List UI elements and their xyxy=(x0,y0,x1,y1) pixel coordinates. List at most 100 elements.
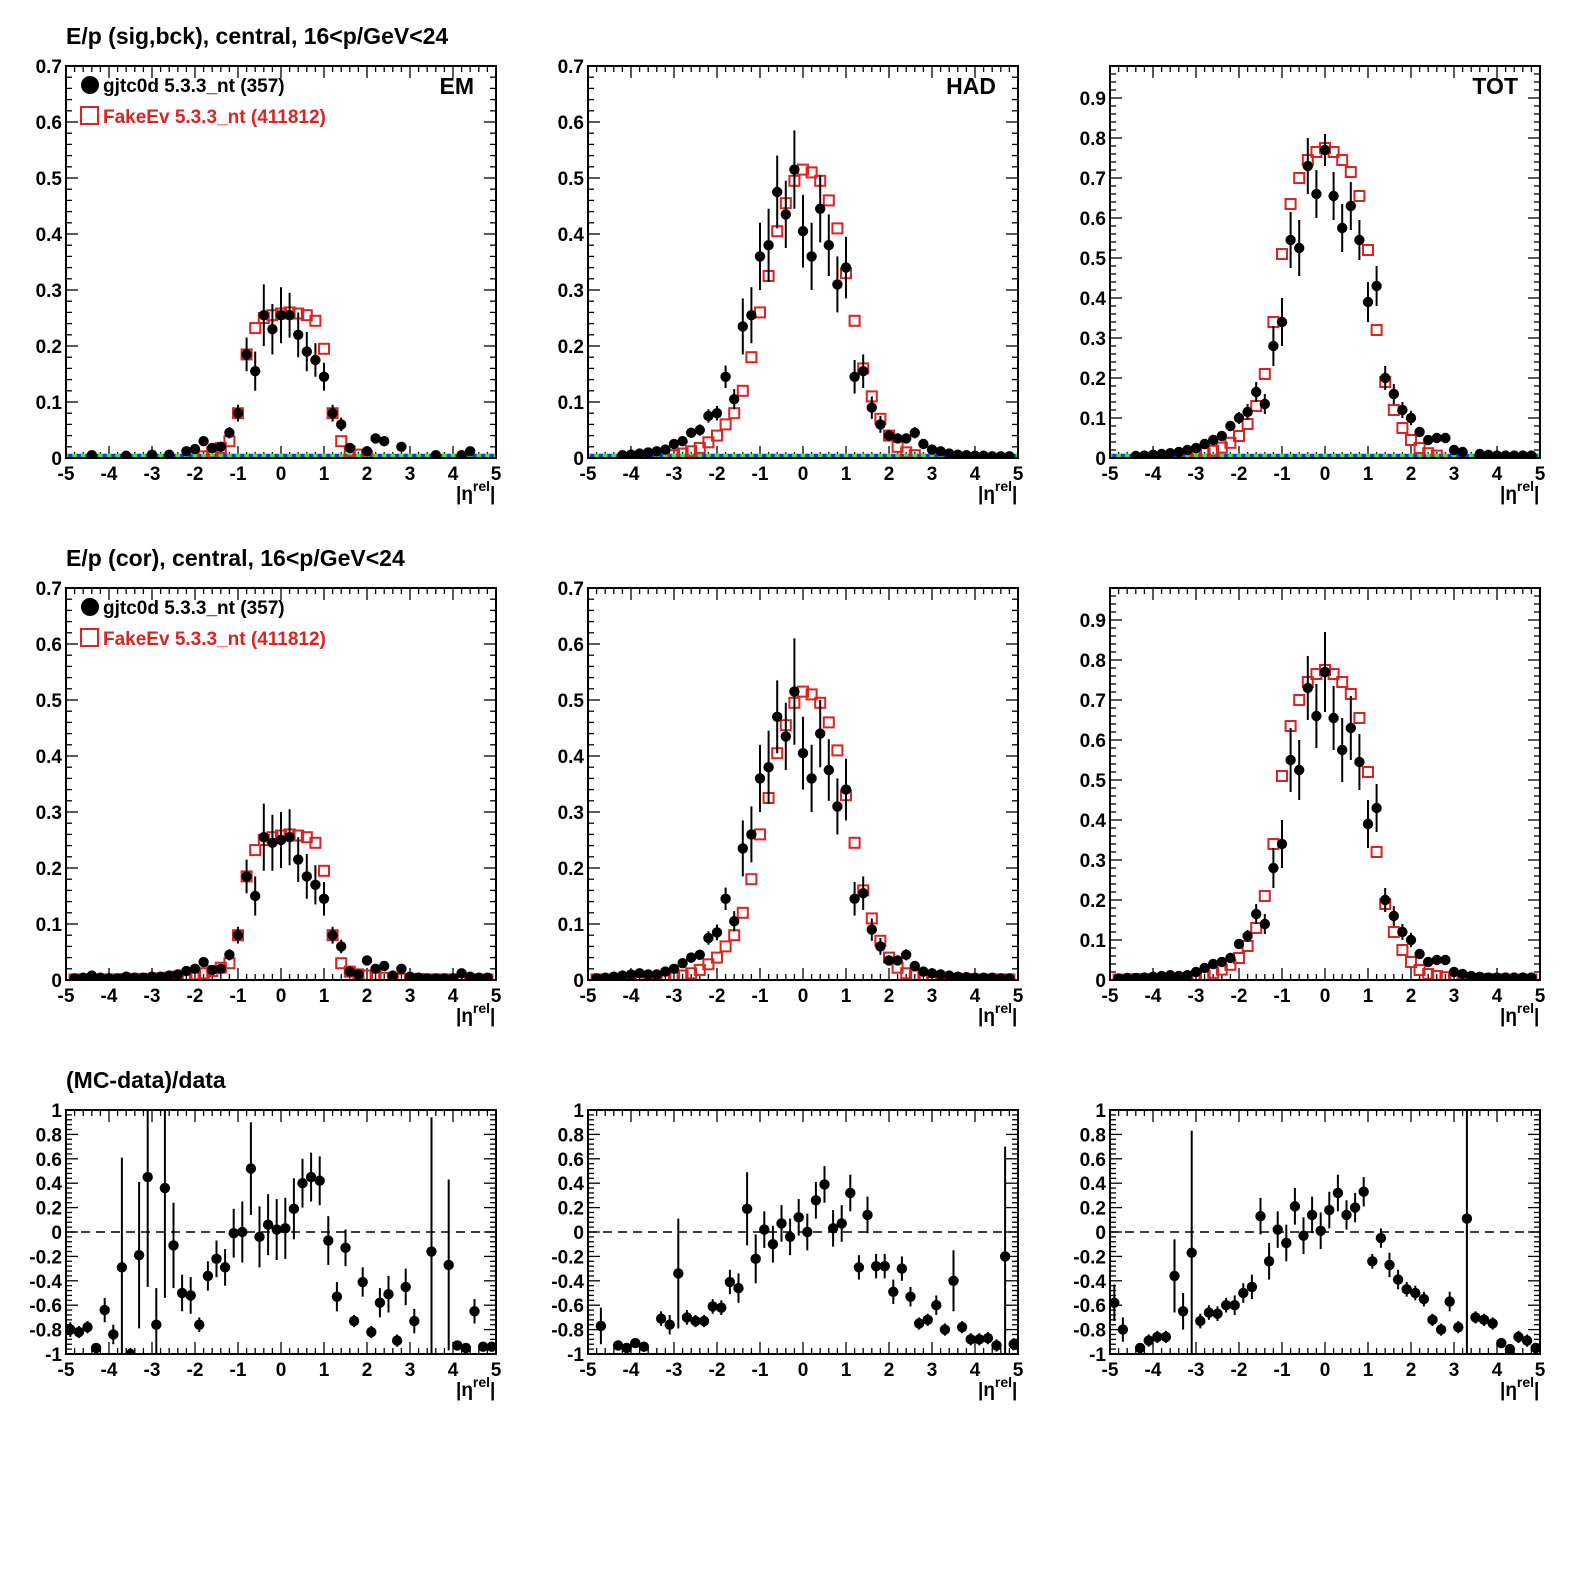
data-point xyxy=(288,1203,300,1215)
data-point xyxy=(73,1326,85,1338)
data-point xyxy=(121,450,132,458)
mc-point xyxy=(702,436,715,449)
y-tick-label: 0 xyxy=(1095,971,1106,992)
data-point xyxy=(1478,1314,1490,1326)
data-point xyxy=(999,1251,1011,1262)
y-tick-label: 0.6 xyxy=(558,1150,584,1171)
plot-area xyxy=(1112,632,1538,980)
data-point xyxy=(181,965,192,977)
data-point xyxy=(1259,398,1271,410)
y-tick-label: -1 xyxy=(45,1345,62,1366)
data-point xyxy=(763,762,774,773)
plot-frame xyxy=(587,587,1019,981)
x-tick-label: 5 xyxy=(491,986,502,1007)
data-point xyxy=(694,949,705,960)
data-point xyxy=(625,969,637,980)
data-point xyxy=(711,927,723,938)
blue-band-marker xyxy=(1335,454,1340,458)
data-point xyxy=(1388,910,1400,922)
y-tick-label: 0.6 xyxy=(36,1150,62,1171)
y-tick-label: 0.7 xyxy=(558,579,584,600)
x-tick-label: 0 xyxy=(276,986,287,1007)
blue-band-marker xyxy=(386,454,391,458)
blue-band-marker xyxy=(590,454,595,458)
y-tick-label: -0.2 xyxy=(29,1247,62,1268)
data-point xyxy=(1491,972,1503,980)
data-point xyxy=(630,1337,641,1349)
mc-point xyxy=(745,873,758,886)
blue-band-marker xyxy=(1447,454,1452,458)
data-point xyxy=(1285,234,1296,246)
x-tick-label: 1 xyxy=(841,464,852,485)
y-tick-label: -0.2 xyxy=(551,1247,584,1268)
y-tick-label: 0.3 xyxy=(1080,851,1106,872)
x-tick-label: 2 xyxy=(362,986,373,1007)
blue-band-marker xyxy=(76,454,81,458)
x-tick-label: -1 xyxy=(752,464,769,485)
blue-band-marker xyxy=(736,454,741,458)
data-point xyxy=(1311,188,1322,200)
mc-point xyxy=(719,940,732,953)
data-point xyxy=(724,1276,736,1288)
mc-point xyxy=(1430,970,1443,980)
data-point xyxy=(707,1301,718,1312)
legend-data-marker xyxy=(81,598,99,616)
mc-point xyxy=(1344,166,1357,178)
data-point xyxy=(1139,972,1150,980)
data-point xyxy=(82,1321,93,1333)
data-point xyxy=(1173,970,1184,980)
x-tick-label: 0 xyxy=(1320,986,1331,1007)
plot-area xyxy=(588,1146,1018,1354)
y-tick-label: 1 xyxy=(51,1101,62,1122)
data-point xyxy=(327,408,338,419)
data-point xyxy=(643,447,654,458)
data-point xyxy=(621,1342,632,1354)
data-point xyxy=(948,1275,959,1287)
x-tick-label: 4 xyxy=(448,986,459,1007)
y-tick-label: 0.4 xyxy=(558,1174,585,1195)
corner-label: TOT xyxy=(1472,73,1518,99)
mc-point xyxy=(318,342,330,355)
data-point xyxy=(224,949,235,960)
y-tick-label: 0.4 xyxy=(1080,1174,1107,1195)
data-point xyxy=(1380,372,1391,384)
data-point xyxy=(1199,962,1210,974)
data-point xyxy=(892,955,903,966)
data-point xyxy=(1156,448,1167,458)
data-point xyxy=(1117,1324,1129,1335)
mc-point xyxy=(1362,766,1374,778)
data-point xyxy=(1457,446,1468,458)
data-point xyxy=(969,972,981,980)
y-tick-label: 0.1 xyxy=(1080,409,1107,430)
chart-panel-sigbck-had: -5 -4 -3 -2 -1 0 1 2 3 4 500.10.20.30.40.50.60.7|η… xyxy=(558,57,1024,505)
data-point xyxy=(1298,1230,1309,1241)
data-point xyxy=(1263,1256,1275,1267)
data-point xyxy=(1225,952,1236,964)
data-point xyxy=(78,972,89,980)
chart-panel-cor-em: -5 -4 -3 -2 -1 0 1 2 3 4 500.10.20.30.40.50.60.7|η… xyxy=(36,579,502,1027)
blue-band-marker xyxy=(1275,454,1280,458)
x-tick-label: 0 xyxy=(798,464,809,485)
data-point xyxy=(1165,448,1176,458)
x-tick-label: 2 xyxy=(362,464,373,485)
data-point xyxy=(1122,972,1133,980)
blue-band-marker xyxy=(317,454,322,458)
mc-point xyxy=(805,688,818,701)
mc-point xyxy=(1396,944,1409,956)
data-point xyxy=(870,1260,882,1272)
data-point xyxy=(926,968,938,979)
mc-point xyxy=(1276,770,1288,782)
row-title-ratio: (MC-data)/data xyxy=(66,1067,226,1093)
data-point xyxy=(961,972,972,980)
x-tick-label: -4 xyxy=(623,464,640,485)
mc-point xyxy=(822,716,835,729)
data-point xyxy=(473,972,484,980)
data-point xyxy=(1216,956,1228,968)
data-point xyxy=(336,419,347,430)
data-point xyxy=(86,970,97,980)
data-point xyxy=(1246,1281,1258,1293)
data-point xyxy=(1169,1270,1180,1282)
data-point xyxy=(1371,280,1382,292)
data-point xyxy=(956,1321,968,1333)
mc-point xyxy=(736,384,749,397)
